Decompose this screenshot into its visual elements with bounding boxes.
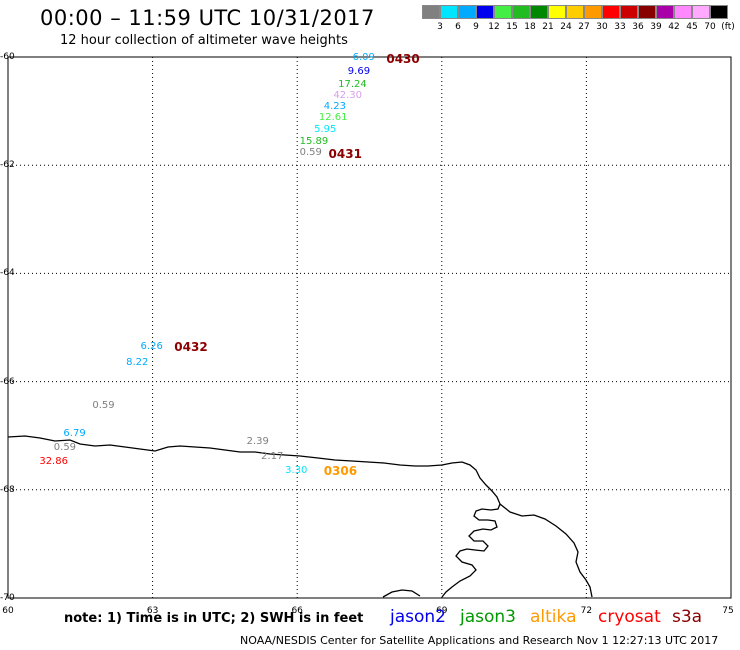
colorbar-swatch <box>692 5 710 19</box>
colorbar-swatch <box>530 5 548 19</box>
wave-height-value: 4.23 <box>323 100 346 112</box>
wave-height-value: 12.61 <box>318 111 348 123</box>
colorbar-swatch <box>458 5 476 19</box>
colorbar-swatch <box>620 5 638 19</box>
wave-height-value: 0.59 <box>299 147 322 159</box>
colorbar-swatch <box>638 5 656 19</box>
colorbar-tick-label: 6 <box>455 22 461 32</box>
x-axis-tick-label: 66 <box>291 606 303 616</box>
wave-height-value: 15.89 <box>299 135 329 147</box>
wave-height-value: 32.86 <box>39 455 68 467</box>
coastline <box>7 435 593 598</box>
satellite-legend-cryosat: cryosat <box>598 607 661 627</box>
colorbar-tick-label: 12 <box>488 22 500 32</box>
colorbar-swatch <box>656 5 674 19</box>
colorbar-tick-label: 39 <box>650 22 662 32</box>
colorbar-swatch <box>548 5 566 19</box>
wave-height-value: 2.17 <box>261 451 284 463</box>
satellite-legend-altika: altika <box>530 607 577 627</box>
x-axis-tick-label: 72 <box>580 606 593 616</box>
colorbar-tick-label: 24 <box>560 22 572 32</box>
wave-height-value: 6.79 <box>63 428 86 440</box>
wave-height-value: 0.59 <box>53 441 77 453</box>
pass-time-label: 0430 <box>386 52 420 67</box>
colorbar-tick-label: 3 <box>437 22 443 32</box>
colorbar-swatch <box>566 5 584 19</box>
plot-frame <box>7 56 732 599</box>
note-text: note: 1) Time is in UTC; 2) SWH is in fe… <box>64 611 364 626</box>
colorbar-tick-label: (ft) <box>721 22 735 32</box>
footer-credit: NOAA/NESDIS Center for Satellite Applica… <box>240 634 719 647</box>
wave-height-value: 8.22 <box>126 357 149 369</box>
y-axis-tick-label: -62 <box>0 160 15 171</box>
colorbar-swatch <box>602 5 620 19</box>
colorbar-tick-label: 21 <box>542 22 554 32</box>
y-axis-tick-label: -68 <box>0 484 15 495</box>
colorbar-swatch <box>440 5 458 19</box>
colorbar-swatch <box>476 5 494 19</box>
colorbar-tick-label: 15 <box>506 22 518 32</box>
colorbar-tick-label: 70 <box>704 22 716 32</box>
colorbar-swatch <box>422 5 440 19</box>
map-subtitle: 12 hour collection of altimeter wave hei… <box>60 33 348 48</box>
wave-height-value: 6.26 <box>140 340 163 352</box>
wave-height-value: 6.09 <box>352 52 375 64</box>
wave-height-value: 5.95 <box>314 124 337 136</box>
colorbar-swatch <box>584 5 602 19</box>
colorbar-tick-label: 36 <box>632 22 644 32</box>
colorbar-tick-label: 27 <box>578 22 590 32</box>
colorbar-tick-label: 42 <box>668 22 680 32</box>
wave-height-value: 42.30 <box>333 89 362 101</box>
colorbar-tick-label: 18 <box>524 22 536 32</box>
pass-time-label: 0432 <box>174 339 208 354</box>
colorbar-tick-label: 30 <box>596 22 608 32</box>
colorbar-tick-label: 45 <box>686 22 698 32</box>
y-axis-tick-label: -64 <box>0 268 15 279</box>
wave-height-value: 17.24 <box>338 78 367 90</box>
map-title: 00:00 – 11:59 UTC 10/31/2017 <box>40 6 375 30</box>
pass-time-label: 0306 <box>323 464 358 479</box>
satellite-legend-jason2: jason2 <box>390 607 446 627</box>
x-axis-tick-label: 75 <box>722 606 734 616</box>
y-axis-tick-label: -66 <box>0 376 15 387</box>
x-axis-tick-label: 60 <box>2 606 14 616</box>
wave-height-value: 3.30 <box>285 465 308 477</box>
wave-height-value: 2.39 <box>246 436 269 448</box>
colorbar-tick-label: 33 <box>614 22 626 32</box>
satellite-legend-jason3: jason3 <box>460 607 516 627</box>
colorbar-tick-label: 9 <box>473 22 479 32</box>
wave-height-value: 9.69 <box>347 66 371 78</box>
colorbar-swatch <box>512 5 530 19</box>
y-axis-tick-label: -70 <box>0 593 15 603</box>
pass-time-label: 0431 <box>328 147 362 162</box>
wave-height-value: 0.59 <box>92 399 115 411</box>
satellite-legend-s3a: s3a <box>672 607 703 627</box>
colorbar-swatch <box>494 5 512 19</box>
y-axis-tick-label: -60 <box>0 52 15 62</box>
x-axis-tick-label: 69 <box>436 606 448 616</box>
x-axis-tick-label: 63 <box>146 606 159 616</box>
colorbar-swatch <box>710 5 728 19</box>
colorbar-swatch <box>674 5 692 19</box>
